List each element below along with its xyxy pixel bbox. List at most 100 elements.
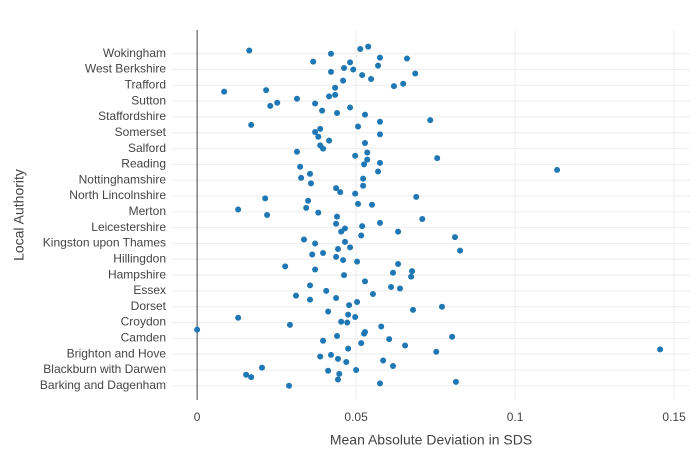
point [320,337,327,344]
point [362,140,369,147]
point [359,72,366,79]
point [369,201,376,208]
point [307,170,314,177]
point [327,50,334,57]
point [341,272,348,279]
point [310,58,317,65]
x-tick-label: 0.05 [344,410,368,424]
point [403,55,410,62]
y-tick-label: Croydon [121,315,166,329]
point [305,197,312,204]
point [354,258,361,265]
point [369,291,376,298]
point [376,131,383,138]
y-tick-label: Sutton [131,93,166,107]
point [333,185,340,192]
point [312,100,319,107]
point [293,148,300,155]
point [368,76,375,83]
point [263,87,270,94]
point [307,296,314,303]
point [307,180,314,187]
point [317,353,324,360]
point [364,149,371,156]
point [344,319,351,326]
point [293,292,300,299]
point [438,303,445,310]
point [390,269,397,276]
point [319,107,326,114]
point [325,367,332,374]
point [262,195,269,202]
point [449,333,456,340]
point [427,117,434,124]
y-tick-label: Brighton and Hove [67,346,167,360]
point [293,95,300,102]
point [325,308,332,315]
point [361,330,368,337]
point [355,200,362,207]
point [376,54,383,61]
point [235,206,242,213]
point [376,118,383,125]
point [334,213,341,220]
point [340,257,347,264]
point [362,278,369,285]
point [194,326,201,333]
point [303,204,310,211]
point [298,174,305,181]
point [282,263,289,270]
point [345,345,352,352]
point [297,163,304,170]
point [376,219,383,226]
point [248,374,255,381]
y-tick-label: Reading [121,157,166,171]
point [452,234,459,241]
point [355,123,362,130]
point [400,80,407,87]
point [327,351,334,358]
x-axis-title: Mean Absolute Deviation in SDS [330,432,532,448]
point [246,47,253,54]
point [364,156,371,163]
point [375,62,382,69]
point [221,88,228,95]
x-tick-label: 0 [194,410,201,424]
y-tick-label: Kingston upon Thames [43,236,166,250]
y-tick-label: Leicestershire [91,220,166,234]
point [359,223,366,230]
point [395,228,402,235]
point [267,102,274,109]
point [317,125,324,132]
y-tick-label: Staffordshire [98,109,166,123]
y-tick-label: Essex [133,283,166,297]
point [390,363,397,370]
point [338,318,345,325]
point [380,357,387,364]
point [243,371,250,378]
point [333,220,340,227]
point [341,225,348,232]
point [315,209,322,216]
point [347,244,354,251]
point [352,152,359,159]
point [360,182,367,189]
point [334,245,341,252]
point [309,251,316,258]
point [396,285,403,292]
point [286,321,293,328]
point [354,298,361,305]
y-tick-label: Salford [128,141,166,155]
point [402,342,409,349]
point [413,193,420,200]
point [378,323,385,330]
y-tick-label: Somerset [115,125,167,139]
point [264,212,271,218]
y-tick-label: Merton [129,204,166,218]
x-tick-label: 0.15 [662,410,686,424]
point [350,66,357,73]
point [312,128,319,135]
y-tick-label: Camden [121,331,166,345]
